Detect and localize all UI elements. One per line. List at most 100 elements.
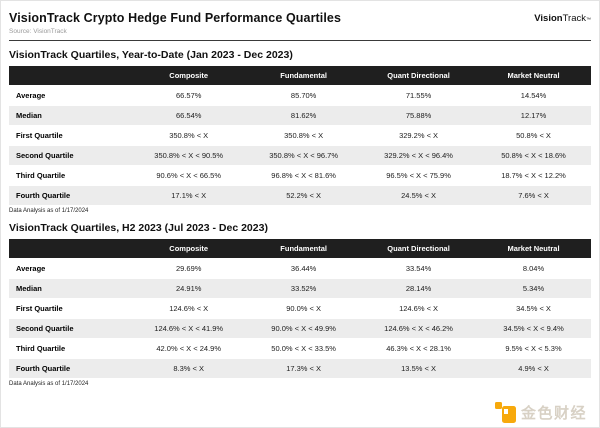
table-row: Third Quartile 42.0% < X < 24.9% 50.0% < X… (9, 339, 591, 358)
cell-value: 28.14% (405, 284, 432, 293)
trademark-symbol: ™ (586, 17, 591, 23)
table-row: Fourth Quartile 8.3% < X 17.3% < X 13.5% < … (9, 359, 591, 378)
cell-value: 13.5% < X (401, 364, 436, 373)
column-header-empty (9, 239, 132, 258)
column-header: Composite (131, 239, 247, 258)
header-row: Composite Fundamental Quant Directional Mar… (9, 239, 591, 258)
cell-value: 124.6% < X (399, 304, 439, 313)
cell-value: 350.8% < X < 96.7% (269, 151, 339, 160)
cell-value: 124.6% < X (169, 304, 209, 313)
data-analysis-footnote: Data Analysis as of 1/17/2024 (9, 208, 89, 214)
cell-value: 50.0% < X < 33.5% (271, 344, 336, 353)
header-row: Composite Fundamental Quant Directional Mar… (9, 66, 591, 85)
row-label: Fourth Quartile (16, 364, 71, 373)
jinse-finance-watermark: 金色财经 (494, 402, 587, 423)
table-row: Second Quartile 124.6% < X < 41.9% 90.0% <… (9, 319, 591, 338)
row-label: Second Quartile (16, 324, 74, 333)
table-row: First Quartile 350.8% < X 350.8% < X 329.2%… (9, 126, 591, 145)
table-title: VisionTrack Quartiles, H2 2023 (Jul 2023… (9, 222, 268, 234)
cell-value: 124.6% < X < 41.9% (154, 324, 224, 333)
row-label: Average (16, 91, 46, 100)
row-label: Average (16, 264, 46, 273)
cell-value: 4.9% < X (518, 364, 549, 373)
table-row: First Quartile 124.6% < X 90.0% < X 124.6% … (9, 299, 591, 318)
cell-value: 329.2% < X (399, 131, 439, 140)
quartile-table-section: VisionTrack Quartiles, Year-to-Date (Jan… (9, 49, 591, 214)
table-row: Fourth Quartile 17.1% < X 52.2% < X 24.5% <… (9, 186, 591, 205)
visiontrack-logo: VisionTrack™ (534, 13, 591, 24)
cell-value: 66.54% (175, 111, 202, 120)
table-header: Composite Fundamental Quant Directional Mar… (9, 239, 591, 258)
cell-value: 17.1% < X (171, 191, 207, 200)
cell-value: 8.3% < X (173, 364, 205, 373)
cell-value: 90.6% < X < 66.5% (156, 171, 221, 180)
row-label: Second Quartile (16, 151, 74, 160)
jinse-logo-square-small (494, 402, 502, 409)
row-label: First Quartile (16, 304, 63, 313)
cell-value: 29.69% (175, 264, 202, 273)
report-header-left: VisionTrack Crypto Hedge Fund Performanc… (9, 11, 341, 35)
row-label: Median (16, 284, 42, 293)
table-body: Average 66.57% 85.70% 71.55% 14.54% Median 66.… (9, 86, 591, 205)
column-header: Fundamental (246, 66, 362, 85)
cell-value: 350.8% < X < 90.5% (154, 151, 224, 160)
column-header: Market Neutral (476, 239, 591, 258)
row-label: Third Quartile (16, 344, 66, 353)
cell-value: 33.54% (405, 264, 432, 273)
cell-value: 50.8% < X (516, 131, 551, 140)
jinse-logo-notch (503, 409, 508, 414)
cell-value: 90.0% < X (286, 304, 322, 313)
source-note: Source: VisionTrack (9, 28, 67, 35)
visiontrack-logo-bold: Vision (534, 13, 563, 24)
table-row: Average 66.57% 85.70% 71.55% 14.54% (9, 86, 591, 105)
cell-value: 5.34% (522, 284, 545, 293)
table-header: Composite Fundamental Quant Directional Mar… (9, 66, 591, 85)
row-label: Fourth Quartile (16, 191, 71, 200)
jinse-logo-icon (494, 402, 516, 423)
visiontrack-logo-regular: Track (562, 13, 586, 24)
header-divider (9, 40, 591, 41)
cell-value: 85.70% (290, 91, 317, 100)
cell-value: 24.5% < X (401, 191, 436, 200)
cell-value: 18.7% < X < 12.2% (501, 171, 566, 180)
cell-value: 71.55% (405, 91, 432, 100)
cell-value: 8.04% (522, 264, 545, 273)
cell-value: 34.5% < X < 9.4% (503, 324, 564, 333)
page-title: VisionTrack Crypto Hedge Fund Performanc… (9, 11, 342, 25)
cell-value: 350.8% < X (284, 131, 324, 140)
column-header: Quant Directional (361, 66, 477, 85)
table-body: Average 29.69% 36.44% 33.54% 8.04% Median 24.9… (9, 259, 591, 378)
cell-value: 42.0% < X < 24.9% (156, 344, 221, 353)
table-row: Average 29.69% 36.44% 33.54% 8.04% (9, 259, 591, 278)
column-header: Market Neutral (476, 66, 591, 85)
cell-value: 52.2% < X (286, 191, 322, 200)
cell-value: 81.62% (290, 111, 317, 120)
cell-value: 96.5% < X < 75.9% (386, 171, 451, 180)
cell-value: 75.88% (405, 111, 432, 120)
data-analysis-footnote: Data Analysis as of 1/17/2024 (9, 381, 89, 387)
cell-value: 36.44% (290, 264, 317, 273)
column-header: Composite (131, 66, 247, 85)
cell-value: 66.57% (175, 91, 202, 100)
cell-value: 90.0% < X < 49.9% (271, 324, 336, 333)
cell-value: 124.6% < X < 46.2% (384, 324, 453, 333)
cell-value: 96.8% < X < 81.6% (271, 171, 336, 180)
tables-container: VisionTrack Quartiles, Year-to-Date (Jan… (9, 49, 591, 387)
cell-value: 7.6% < X (518, 191, 549, 200)
quartiles-table: Composite Fundamental Quant Directional Mar… (9, 238, 591, 379)
column-header-empty (9, 66, 132, 85)
table-title: VisionTrack Quartiles, Year-to-Date (Jan… (9, 49, 293, 61)
table-row: Third Quartile 90.6% < X < 66.5% 96.8% < X… (9, 166, 591, 185)
cell-value: 50.8% < X < 18.6% (501, 151, 566, 160)
row-label: First Quartile (16, 131, 63, 140)
report-header: VisionTrack Crypto Hedge Fund Performanc… (9, 7, 591, 35)
quartile-table-section: VisionTrack Quartiles, H2 2023 (Jul 2023… (9, 222, 591, 387)
cell-value: 34.5% < X (516, 304, 551, 313)
cell-value: 46.3% < X < 28.1% (386, 344, 451, 353)
column-header: Quant Directional (361, 239, 477, 258)
row-label: Third Quartile (16, 171, 66, 180)
column-header: Fundamental (246, 239, 362, 258)
table-row: Median 24.91% 33.52% 28.14% 5.34% (9, 279, 591, 298)
cell-value: 24.91% (175, 284, 202, 293)
